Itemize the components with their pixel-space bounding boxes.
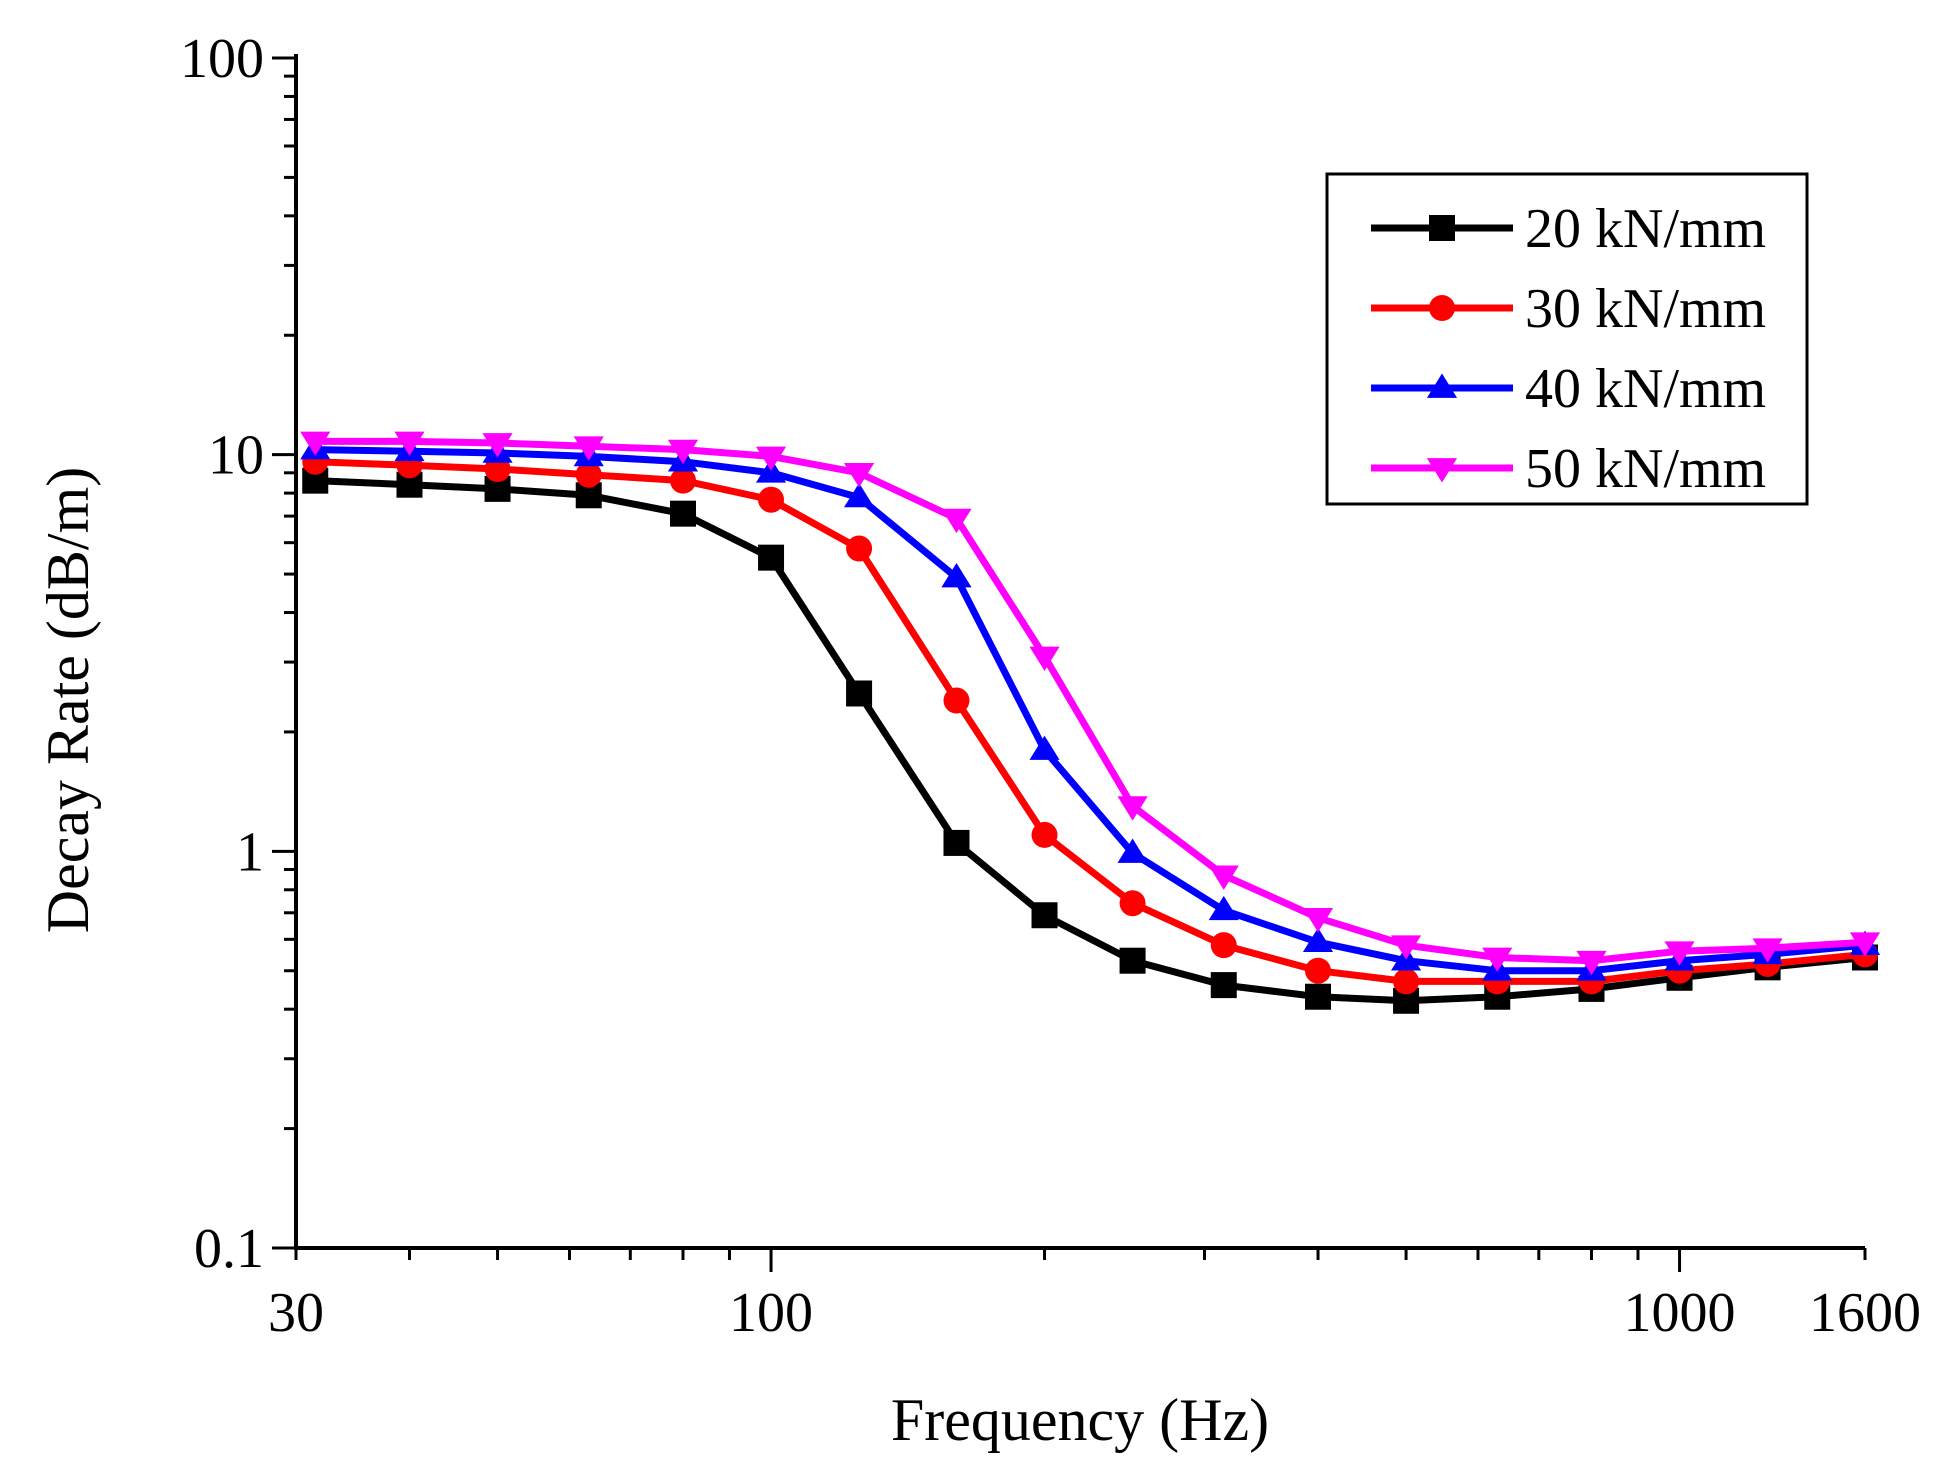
data-point	[1576, 950, 1607, 976]
data-point	[1849, 932, 1881, 957]
x-tick-label: 1000	[1624, 1282, 1736, 1344]
data-point	[1031, 902, 1058, 929]
data-point	[755, 446, 787, 471]
data-point	[669, 500, 696, 527]
legend-marker	[1426, 373, 1458, 398]
series-layer	[300, 431, 1881, 1014]
y-axis-title: Decay Rate (dB/m)	[35, 467, 101, 934]
data-point	[1119, 890, 1146, 917]
data-point	[943, 687, 970, 714]
data-point	[1029, 735, 1060, 760]
x-tick-label: 1600	[1809, 1282, 1921, 1344]
data-point	[846, 680, 873, 707]
data-point	[669, 467, 696, 494]
x-tick-label: 100	[729, 1282, 813, 1344]
data-point	[394, 431, 425, 456]
legend-marker	[1429, 295, 1455, 321]
data-point	[941, 563, 972, 588]
x-tick-label: 30	[268, 1282, 324, 1344]
series-line	[311, 437, 1869, 965]
data-point	[1117, 796, 1148, 821]
data-point	[575, 461, 602, 488]
legend-entry: 30 kN/mm	[1371, 278, 1766, 340]
series-line	[311, 458, 1869, 985]
data-point	[1029, 646, 1060, 671]
axes-layer: 0.1 1 10 100 30 100 1000 1600	[180, 28, 1921, 1344]
data-point	[1117, 838, 1148, 863]
data-point	[1210, 932, 1237, 959]
legend-entry: 40 kN/mm	[1371, 358, 1766, 420]
data-point	[482, 433, 513, 458]
data-point	[1302, 907, 1334, 933]
data-point	[300, 431, 331, 456]
legend: 20 kN/mm 30 kN/mm 40 kN/mm 50 kN/mm	[1325, 172, 1809, 506]
series-line	[311, 446, 1869, 975]
legend-marker	[1426, 458, 1458, 483]
series-4	[300, 431, 1881, 976]
data-point	[1482, 947, 1513, 972]
data-point	[1031, 821, 1058, 848]
data-point	[941, 508, 972, 534]
data-point	[573, 436, 604, 461]
y-tick-label: 1	[236, 821, 264, 883]
data-point	[846, 535, 873, 562]
data-point	[1210, 972, 1237, 999]
legend-label: 40 kN/mm	[1525, 358, 1766, 420]
data-point	[844, 482, 875, 508]
data-point	[1208, 865, 1239, 890]
data-point	[1208, 895, 1239, 921]
legend-label: 30 kN/mm	[1525, 278, 1766, 340]
data-point	[758, 486, 785, 513]
data-point	[758, 544, 785, 571]
legend-entry: 20 kN/mm	[1371, 198, 1766, 260]
data-point	[1302, 927, 1334, 953]
data-point	[667, 439, 699, 465]
y-tick-label: 100	[180, 28, 264, 90]
legend-entry: 50 kN/mm	[1371, 438, 1766, 500]
y-tick-label: 10	[208, 425, 264, 487]
data-point	[1305, 957, 1332, 984]
legend-label: 20 kN/mm	[1525, 198, 1766, 260]
legend-label: 50 kN/mm	[1525, 438, 1766, 500]
data-point	[1390, 935, 1422, 960]
data-point	[844, 462, 875, 488]
series-line	[311, 477, 1869, 1005]
data-point	[1305, 983, 1332, 1010]
legend-marker	[1429, 215, 1455, 241]
y-tick-label: 0.1	[194, 1218, 264, 1280]
data-point	[1752, 938, 1783, 963]
x-axis-title: Frequency (Hz)	[891, 1387, 1269, 1453]
data-point	[1393, 968, 1420, 995]
data-point	[1664, 941, 1695, 966]
data-point	[1119, 947, 1146, 974]
data-point	[943, 829, 970, 856]
